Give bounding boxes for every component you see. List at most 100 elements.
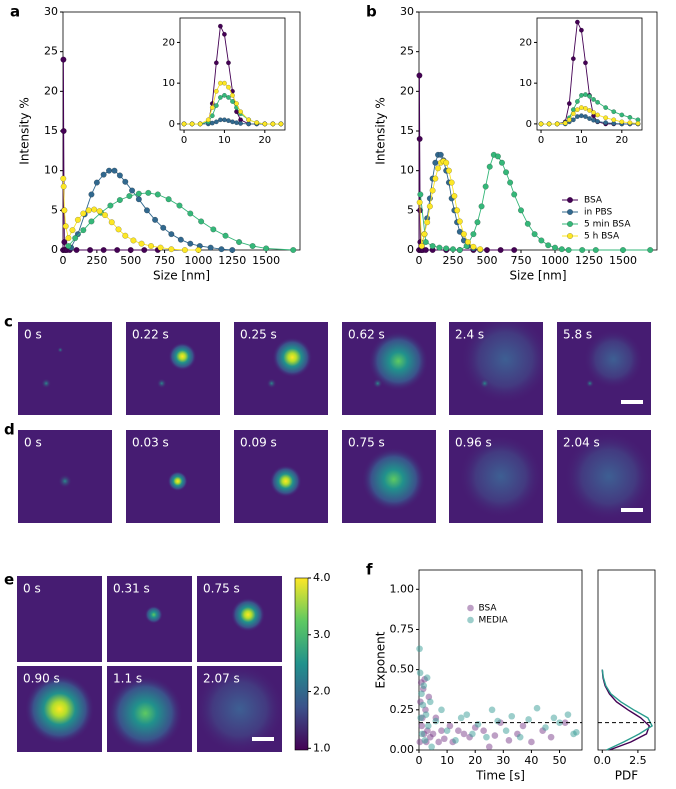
- fluorescence-spot: [24, 674, 95, 744]
- image-frame: 0.90 s: [17, 666, 102, 752]
- panel-label: f: [366, 561, 373, 579]
- colorbar-tick-label: 1.0: [313, 741, 331, 754]
- data-point: [226, 60, 231, 66]
- data-point: [483, 246, 491, 254]
- image-frame: 0.25 s: [234, 322, 328, 415]
- data-point: [452, 737, 459, 744]
- data-point: [209, 120, 215, 126]
- data-point: [61, 207, 68, 214]
- data-point: [270, 121, 276, 127]
- data-point: [502, 169, 510, 176]
- data-point: [85, 207, 92, 214]
- y-tick-label: 5: [407, 203, 414, 216]
- data-point: [74, 216, 81, 223]
- legend-label: 5 min BSA: [584, 220, 631, 230]
- data-point: [229, 246, 236, 254]
- data-point: [111, 167, 118, 174]
- frame-time: 0.09 s: [240, 436, 277, 450]
- data-point: [189, 121, 195, 127]
- image-background: [17, 576, 102, 662]
- data-point: [236, 239, 243, 246]
- x-tick-label: 1250: [575, 254, 603, 267]
- image-frame: 2.04 s: [557, 430, 651, 523]
- data-point: [574, 19, 580, 25]
- x-tick-label: 10: [575, 135, 588, 146]
- x-tick-label: 20: [468, 754, 482, 767]
- data-point: [561, 719, 569, 726]
- y-tick-label: 0: [407, 243, 414, 256]
- data-point: [416, 199, 423, 206]
- y-tick-label: 0.25: [390, 703, 415, 716]
- data-point: [213, 60, 219, 66]
- y-tick-label: 0: [526, 119, 532, 130]
- data-point: [426, 203, 433, 210]
- data-point: [249, 242, 256, 250]
- data-point: [187, 240, 194, 247]
- data-point: [422, 246, 429, 254]
- data-point: [221, 92, 227, 98]
- data-point: [423, 674, 431, 681]
- colorbar-tick-label: 2.0: [313, 685, 331, 698]
- data-point: [222, 232, 229, 239]
- fluorescence-spot: [458, 434, 543, 519]
- data-point: [61, 239, 68, 246]
- data-point: [498, 159, 506, 166]
- x-tick-label: 0: [181, 135, 187, 146]
- data-point: [177, 236, 184, 243]
- fluorescence-spot: [266, 378, 277, 389]
- legend-marker: [566, 232, 574, 240]
- x-tick-label: 10: [218, 135, 231, 146]
- data-point: [263, 245, 270, 252]
- data-point: [570, 730, 577, 738]
- data-point: [570, 107, 576, 113]
- data-point: [230, 99, 235, 104]
- frame-time: 2.07 s: [203, 672, 240, 686]
- data-point: [262, 121, 268, 127]
- data-point: [213, 119, 219, 125]
- data-point: [574, 107, 580, 113]
- data-point: [60, 175, 67, 182]
- y-tick-label: 0.00: [390, 743, 415, 756]
- data-point: [619, 112, 625, 118]
- y-axis-label: Intensity %: [18, 97, 32, 164]
- image-frame: 0.09 s: [234, 430, 328, 523]
- data-point: [437, 151, 444, 158]
- data-point: [455, 727, 462, 735]
- data-point: [538, 121, 544, 127]
- data-point: [65, 235, 72, 242]
- y-tick-label: 10: [162, 78, 175, 89]
- data-point: [474, 720, 482, 728]
- legend-marker: [467, 616, 474, 624]
- data-point: [583, 92, 588, 98]
- fluorescence-spot: [231, 597, 265, 632]
- data-point: [456, 218, 463, 225]
- fluorescence-spot: [368, 331, 429, 392]
- data-point: [168, 246, 175, 253]
- x-tick-label: 1000: [184, 254, 212, 267]
- y-tick-label: 0: [51, 243, 58, 256]
- panel-label: a: [10, 3, 20, 21]
- data-point: [470, 231, 477, 238]
- y-tick-label: 0: [169, 119, 175, 130]
- data-point: [592, 246, 599, 254]
- legend-marker: [566, 220, 574, 228]
- data-point: [290, 246, 297, 254]
- data-point: [416, 72, 423, 79]
- y-tick-label: 15: [400, 124, 414, 137]
- data-point: [494, 717, 501, 725]
- data-point: [209, 105, 215, 111]
- y-tick-label: 30: [44, 5, 58, 18]
- fluorescence-spot: [156, 378, 167, 389]
- fluorescence-spot: [167, 471, 188, 492]
- data-point: [432, 717, 440, 725]
- data-point: [278, 121, 284, 127]
- data-point: [554, 121, 560, 127]
- x-tick-label: 250: [443, 254, 464, 267]
- y-tick-label: 20: [519, 37, 532, 48]
- data-point: [583, 114, 588, 120]
- x-tick-label: 30: [496, 754, 510, 767]
- x-tick-label: 2.5: [629, 754, 647, 767]
- y-tick-label: 10: [519, 78, 532, 89]
- legend-label: BSA: [584, 196, 603, 206]
- data-point: [619, 246, 627, 254]
